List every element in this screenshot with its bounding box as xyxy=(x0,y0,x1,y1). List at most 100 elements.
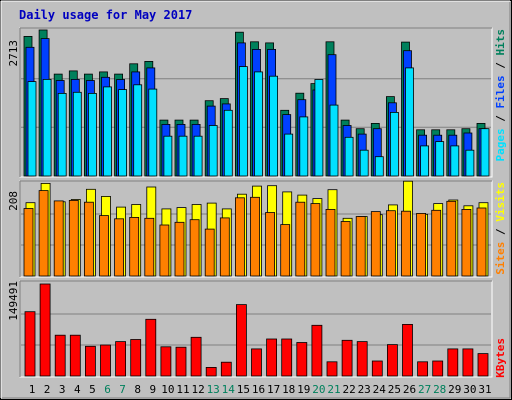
pages-bar xyxy=(344,136,354,177)
hits-files-pages-bars xyxy=(23,29,490,177)
sites-bar xyxy=(370,211,381,277)
day-label: 29 xyxy=(448,383,461,396)
sites-bar xyxy=(99,215,109,277)
day-label: 11 xyxy=(176,383,189,396)
day-label: 6 xyxy=(104,383,111,396)
day-label: 25 xyxy=(388,383,401,396)
kbytes-bar xyxy=(54,334,66,377)
pages-bar xyxy=(269,75,279,177)
bottom-ymax-label: 149491 xyxy=(7,281,20,321)
pages-bar xyxy=(148,88,158,177)
kbytes-bar xyxy=(386,344,398,377)
sites-bar xyxy=(385,210,396,277)
pages-bar xyxy=(314,79,324,177)
top-ymax-label: 2713 xyxy=(7,40,20,67)
day-label: 24 xyxy=(373,383,387,396)
day-label: 7 xyxy=(119,383,126,396)
sites-bar xyxy=(461,208,472,277)
kbytes-bar xyxy=(205,366,217,377)
pages-bar xyxy=(223,109,233,177)
sites-bar xyxy=(340,221,351,277)
kbytes-bar xyxy=(402,323,413,377)
kbytes-bar xyxy=(341,339,353,377)
pages-bar xyxy=(193,135,203,177)
pages-bar xyxy=(450,145,460,177)
kbytes-bar xyxy=(266,338,278,377)
pages-bar xyxy=(208,125,218,177)
kbytes-bar xyxy=(251,348,262,377)
sites-bar xyxy=(144,217,155,277)
legend-visits: Visits xyxy=(494,182,507,222)
sites-bar xyxy=(174,221,185,277)
day-label: 8 xyxy=(134,383,141,396)
sites-bar xyxy=(431,209,442,277)
legend-sep-2: / xyxy=(494,56,507,76)
sites-bar xyxy=(38,190,49,277)
day-label: 10 xyxy=(161,383,174,396)
day-label: 5 xyxy=(89,383,96,396)
day-label: 3 xyxy=(59,383,66,396)
kbytes-bar xyxy=(160,346,172,377)
kbytes-bar xyxy=(311,324,323,377)
kbytes-bar xyxy=(326,361,338,377)
pages-bar xyxy=(238,66,248,177)
day-label: 14 xyxy=(222,383,236,396)
sites-bar xyxy=(355,216,366,277)
kbytes-bar xyxy=(220,361,232,377)
kbytes-bar xyxy=(24,311,36,377)
pages-bar xyxy=(374,156,384,177)
pages-bar xyxy=(103,86,112,177)
pages-bar xyxy=(27,81,37,177)
pages-bar xyxy=(57,93,67,177)
pages-bar xyxy=(284,133,294,177)
kbytes-bar xyxy=(130,339,142,377)
pages-bar xyxy=(435,141,445,177)
pages-bar xyxy=(465,149,475,177)
kbytes-bar xyxy=(145,318,157,377)
pages-bar xyxy=(133,84,143,177)
day-label: 4 xyxy=(74,383,81,396)
day-label: 17 xyxy=(267,383,280,396)
sites-bar xyxy=(114,218,124,277)
kbytes-bar xyxy=(85,345,96,377)
kbytes-bar xyxy=(371,360,383,377)
sites-bar xyxy=(476,207,487,277)
kbytes-bar xyxy=(115,341,126,377)
pages-bar xyxy=(254,71,263,177)
day-label: 20 xyxy=(312,383,325,396)
pages-bar xyxy=(88,93,97,177)
kbytes-bar xyxy=(462,348,474,377)
kbytes-bar xyxy=(100,344,111,377)
sites-bar xyxy=(129,216,140,277)
legend-hits: Hits xyxy=(494,29,507,56)
sites-bar xyxy=(325,208,336,277)
pages-bar xyxy=(118,89,127,177)
sites-bar xyxy=(53,200,64,277)
pages-bar xyxy=(72,91,82,177)
kbytes-bar xyxy=(417,361,429,377)
kbytes-bar xyxy=(447,348,459,377)
pages-bar xyxy=(178,135,188,177)
sites-bar xyxy=(219,217,230,277)
sites-bar xyxy=(84,201,94,277)
day-labels: 1 2 3 4 5 6 7 8 9 10 11 12 13 14 15 16 17 18 19 20 21 22 23 24 2… xyxy=(29,383,492,396)
pages-bar xyxy=(480,128,490,177)
pages-bar xyxy=(405,67,414,177)
day-label: 15 xyxy=(237,383,250,396)
sites-bar xyxy=(234,197,245,277)
pages-bar xyxy=(420,145,430,177)
legend-sites: Sites xyxy=(494,242,507,275)
sites-bar xyxy=(446,200,457,277)
visits-sites-bars xyxy=(23,180,489,277)
kbytes-bar xyxy=(477,353,489,377)
day-label: 23 xyxy=(358,383,371,396)
day-label: 13 xyxy=(207,383,220,396)
sites-bar xyxy=(280,224,291,277)
kbytes-bar xyxy=(235,304,247,377)
day-label: 28 xyxy=(433,383,446,396)
legend-kbytes: KBytes xyxy=(494,338,507,378)
sites-bar xyxy=(295,201,306,277)
sites-bar xyxy=(159,224,170,277)
sites-bar xyxy=(416,212,427,277)
